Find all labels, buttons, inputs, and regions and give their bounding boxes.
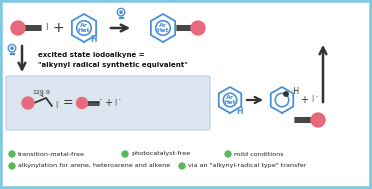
- Circle shape: [8, 44, 16, 52]
- Text: ·: ·: [315, 92, 319, 102]
- Text: 129.9: 129.9: [32, 90, 50, 94]
- Circle shape: [77, 98, 87, 108]
- Text: ·: ·: [118, 95, 122, 105]
- Text: +: +: [104, 98, 112, 108]
- Text: "alkynyl radical synthetic equivalent": "alkynyl radical synthetic equivalent": [38, 62, 188, 68]
- Text: +: +: [300, 95, 308, 105]
- FancyBboxPatch shape: [6, 76, 210, 130]
- Circle shape: [225, 151, 231, 157]
- Circle shape: [311, 113, 325, 127]
- Text: I: I: [45, 23, 47, 33]
- Text: H: H: [237, 106, 243, 115]
- Text: I: I: [311, 95, 313, 105]
- Text: ·H: ·H: [291, 88, 299, 97]
- Text: ·: ·: [99, 95, 103, 105]
- Text: I: I: [114, 98, 116, 108]
- Circle shape: [11, 47, 13, 49]
- Circle shape: [9, 151, 15, 157]
- Circle shape: [191, 21, 205, 35]
- Text: I: I: [55, 101, 57, 111]
- Text: H: H: [91, 36, 97, 44]
- Circle shape: [22, 97, 34, 109]
- Circle shape: [11, 21, 25, 35]
- Circle shape: [9, 163, 15, 169]
- Text: excited state iodoalkyne =: excited state iodoalkyne =: [38, 52, 145, 58]
- Circle shape: [179, 163, 185, 169]
- Text: transition-metal-free: transition-metal-free: [18, 152, 85, 156]
- Text: +: +: [52, 21, 64, 35]
- Text: Ar
Het: Ar Het: [157, 23, 169, 33]
- Text: Ar
Het: Ar Het: [78, 23, 90, 33]
- Text: mild conditions: mild conditions: [234, 152, 283, 156]
- Text: via an "alkynyl-radical type" transfer: via an "alkynyl-radical type" transfer: [188, 163, 307, 169]
- Circle shape: [120, 11, 122, 13]
- Text: =: =: [63, 97, 73, 109]
- Circle shape: [117, 9, 125, 16]
- Text: alkynylation for arene, heteroarene and alkene: alkynylation for arene, heteroarene and …: [18, 163, 170, 169]
- Text: Ar
Het: Ar Het: [224, 95, 236, 105]
- Circle shape: [284, 92, 288, 96]
- Text: photocatalyst-free: photocatalyst-free: [131, 152, 190, 156]
- Circle shape: [122, 151, 128, 157]
